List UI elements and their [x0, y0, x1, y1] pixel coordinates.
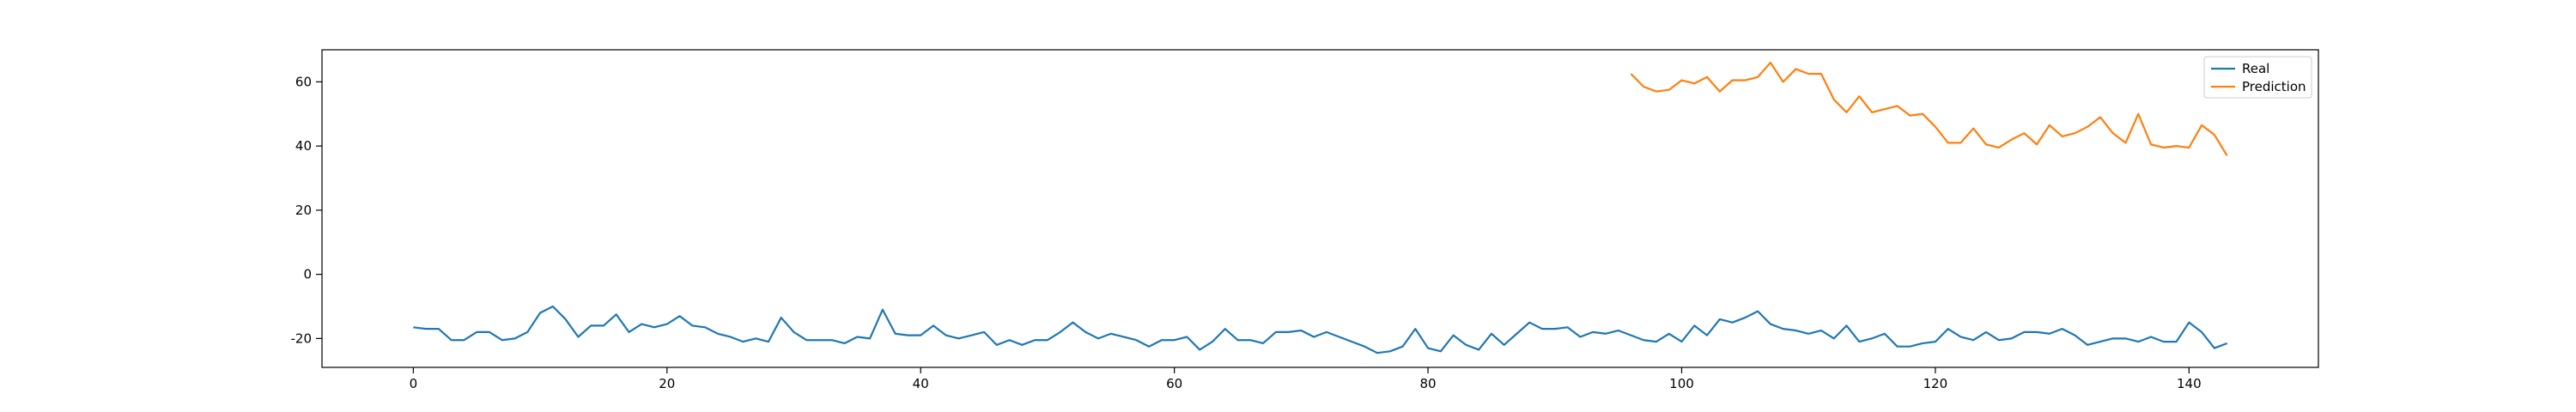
legend: Real Prediction: [2203, 56, 2312, 99]
x-tick-label: 20: [659, 376, 675, 391]
legend-label-real: Real: [2242, 61, 2269, 76]
y-tick-label: -20: [291, 330, 313, 346]
y-axis-ticks: -20 0 20 40 60: [291, 74, 322, 346]
x-tick-label: 100: [1669, 376, 1694, 391]
x-tick-label: 140: [2177, 376, 2202, 391]
legend-label-prediction: Prediction: [2242, 79, 2306, 94]
plot-area-frame: [321, 49, 2319, 368]
y-tick-label: 60: [295, 74, 312, 89]
y-tick-label: 0: [303, 267, 312, 282]
x-tick-label: 40: [913, 376, 929, 391]
y-tick-label: 40: [295, 138, 312, 154]
series-lines: [413, 61, 2228, 354]
x-axis-ticks: 0 20 40 60 80 100 120 140: [410, 367, 2202, 391]
series-line-real: [413, 305, 2228, 354]
x-tick-label: 120: [1923, 376, 1948, 391]
x-tick-label: 80: [1420, 376, 1437, 391]
x-tick-label: 0: [410, 376, 418, 391]
y-tick-label: 20: [295, 203, 312, 218]
x-tick-label: 60: [1166, 376, 1182, 391]
series-line-prediction: [1630, 61, 2228, 156]
